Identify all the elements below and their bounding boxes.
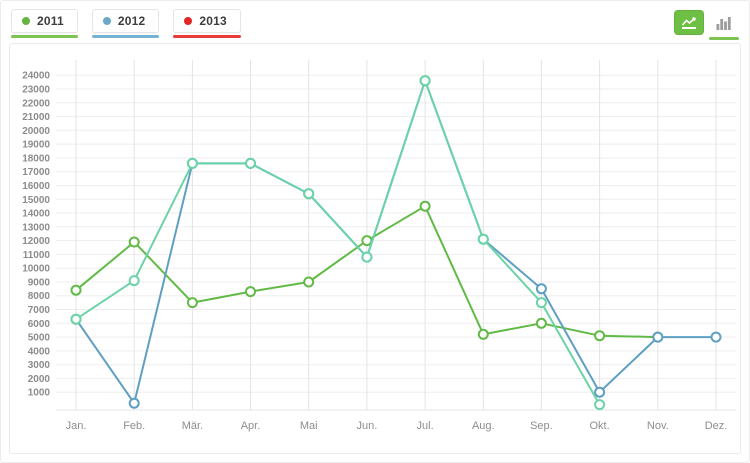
x-axis-labels: Jan. Feb. Mär. Apr. Mai Jun. Jul. Aug. Sep. Okt. N… bbox=[66, 420, 728, 432]
chart-type-toolbar bbox=[674, 9, 739, 40]
y-tick-label: 9000 bbox=[28, 278, 51, 289]
y-tick-label: 10000 bbox=[22, 264, 50, 275]
x-tick-label: Jul. bbox=[417, 420, 434, 432]
series-2011-point[interactable] bbox=[419, 200, 431, 212]
legend-item-box: 2011 bbox=[11, 9, 78, 33]
legend-dot-icon bbox=[102, 17, 111, 25]
y-tick-label: 6000 bbox=[28, 319, 51, 330]
y-tick-label: 17000 bbox=[22, 167, 50, 178]
series-2011-point[interactable] bbox=[477, 328, 489, 340]
y-tick-label: 1000 bbox=[28, 388, 51, 399]
series-2012-point[interactable] bbox=[594, 386, 606, 398]
x-tick-label: Feb. bbox=[123, 420, 145, 432]
series-2011-point[interactable] bbox=[128, 236, 140, 248]
y-tick-label: 11000 bbox=[23, 250, 51, 261]
line-chart-button[interactable] bbox=[674, 10, 704, 35]
series-2013-point[interactable] bbox=[361, 251, 373, 263]
series-2011-point[interactable] bbox=[594, 330, 606, 342]
legend-item-2012[interactable]: 2012 bbox=[91, 9, 160, 38]
line-button-wrap bbox=[674, 10, 704, 35]
chart-panel: 24000 23000 22000 21000 20000 19000 18000 17000… bbox=[9, 43, 741, 454]
series-2011-point[interactable] bbox=[535, 317, 547, 329]
series-2011-point[interactable] bbox=[303, 276, 315, 288]
series-2013-line bbox=[75, 79, 601, 406]
series-2012-line bbox=[75, 79, 717, 405]
y-tick-label: 23000 bbox=[22, 85, 50, 96]
legend-label: 2013 bbox=[199, 14, 227, 28]
bar-button-wrap bbox=[709, 10, 739, 40]
legend-underline bbox=[173, 35, 241, 38]
y-tick-label: 3000 bbox=[28, 360, 51, 371]
x-tick-label: Nov. bbox=[647, 420, 669, 432]
y-tick-label: 12000 bbox=[22, 236, 50, 247]
chart-canvas: 24000 23000 22000 21000 20000 19000 18000 17000… bbox=[22, 60, 736, 432]
x-tick-label: Mär. bbox=[182, 420, 203, 432]
y-tick-label: 14000 bbox=[22, 209, 50, 220]
y-tick-label: 8000 bbox=[28, 291, 51, 302]
series-2013-point[interactable] bbox=[128, 275, 140, 287]
legend-item-2013[interactable]: 2013 bbox=[173, 9, 241, 38]
series-2013-point[interactable] bbox=[594, 399, 606, 411]
bar-chart-button[interactable] bbox=[709, 10, 739, 35]
series-2011-point[interactable] bbox=[186, 297, 198, 309]
line-chart-icon bbox=[681, 16, 696, 29]
series-2011-point[interactable] bbox=[361, 235, 373, 247]
header: 2011 2012 2013 bbox=[9, 9, 741, 43]
legend-item-box: 2012 bbox=[91, 9, 160, 33]
series-2013-point[interactable] bbox=[477, 233, 489, 245]
legend-item-box: 2013 bbox=[173, 9, 241, 33]
legend-item-2011[interactable]: 2011 bbox=[11, 9, 78, 38]
y-tick-label: 4000 bbox=[28, 346, 51, 357]
y-axis-labels: 24000 23000 22000 21000 20000 19000 18000 17000… bbox=[22, 71, 50, 399]
y-tick-label: 22000 bbox=[22, 98, 50, 109]
series-2012-point[interactable] bbox=[128, 397, 140, 409]
series-2012-point[interactable] bbox=[710, 331, 722, 343]
y-tick-label: 2000 bbox=[28, 374, 51, 385]
y-tick-label: 20000 bbox=[22, 126, 50, 137]
legend-underline bbox=[91, 35, 160, 38]
y-tick-label: 18000 bbox=[22, 153, 50, 164]
y-tick-label: 21000 bbox=[22, 112, 50, 123]
y-tick-label: 13000 bbox=[22, 222, 50, 233]
series-2012 bbox=[70, 75, 722, 409]
y-tick-label: 16000 bbox=[22, 181, 50, 192]
y-tick-label: 7000 bbox=[28, 305, 51, 316]
series-2013-point[interactable] bbox=[303, 188, 315, 200]
x-tick-label: Mai bbox=[300, 420, 318, 432]
series-2013 bbox=[70, 75, 606, 411]
series-2013-point[interactable] bbox=[535, 297, 547, 309]
y-tick-label: 24000 bbox=[22, 71, 50, 82]
legend-label: 2012 bbox=[117, 14, 146, 28]
x-tick-label: Apr. bbox=[241, 420, 261, 432]
series-2013-point[interactable] bbox=[419, 75, 431, 87]
legend-dot-icon bbox=[22, 17, 30, 25]
x-tick-label: Okt. bbox=[590, 420, 610, 432]
series-2011-point[interactable] bbox=[70, 284, 82, 296]
series-2011-point[interactable] bbox=[245, 286, 256, 298]
legend: 2011 2012 2013 bbox=[11, 9, 241, 38]
x-tick-label: Sep. bbox=[530, 420, 553, 432]
x-tick-label: Jan. bbox=[66, 420, 87, 432]
y-tick-label: 19000 bbox=[22, 140, 50, 151]
legend-dot-icon bbox=[184, 17, 193, 25]
y-tick-label: 5000 bbox=[28, 333, 51, 344]
legend-label: 2011 bbox=[37, 14, 64, 28]
series-2013-point[interactable] bbox=[245, 157, 256, 169]
series-2013-point[interactable] bbox=[186, 157, 198, 169]
series-2012-point[interactable] bbox=[652, 331, 664, 343]
bar-chart-icon bbox=[716, 16, 731, 30]
x-tick-label: Aug. bbox=[472, 420, 495, 432]
x-tick-label: Jun. bbox=[357, 420, 378, 432]
y-tick-label: 15000 bbox=[22, 195, 50, 206]
series-2012-point[interactable] bbox=[535, 283, 547, 295]
gridlines bbox=[56, 60, 736, 411]
legend-underline bbox=[11, 35, 78, 38]
series-2013-point[interactable] bbox=[70, 313, 82, 325]
bar-button-underline bbox=[709, 37, 739, 40]
x-tick-label: Dez. bbox=[705, 420, 728, 432]
